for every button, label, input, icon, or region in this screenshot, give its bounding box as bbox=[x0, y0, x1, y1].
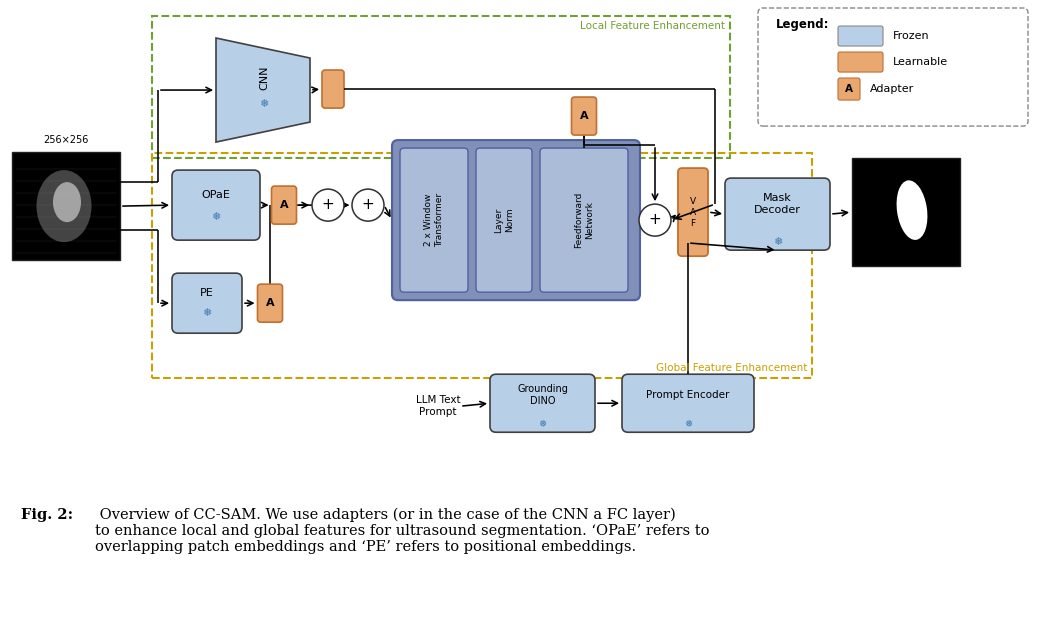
Text: Frozen: Frozen bbox=[893, 31, 929, 41]
Text: Mask
Decoder: Mask Decoder bbox=[754, 193, 801, 215]
Text: Global Feature Enhancement: Global Feature Enhancement bbox=[656, 363, 807, 373]
Text: Overview of CC-SAM. We use adapters (or in the case of the CNN a FC layer)
to en: Overview of CC-SAM. We use adapters (or … bbox=[95, 508, 710, 555]
Bar bbox=[852, 158, 960, 266]
Ellipse shape bbox=[897, 180, 927, 240]
Circle shape bbox=[639, 204, 671, 236]
Text: A: A bbox=[845, 84, 853, 94]
FancyBboxPatch shape bbox=[172, 170, 260, 240]
Text: ❅: ❅ bbox=[539, 419, 547, 429]
Text: A: A bbox=[579, 111, 589, 121]
Circle shape bbox=[312, 189, 345, 221]
FancyBboxPatch shape bbox=[571, 97, 596, 135]
FancyBboxPatch shape bbox=[271, 186, 296, 224]
Text: Adapter: Adapter bbox=[870, 84, 915, 94]
Ellipse shape bbox=[53, 182, 81, 222]
FancyBboxPatch shape bbox=[622, 374, 754, 432]
Bar bbox=[152, 153, 812, 378]
FancyBboxPatch shape bbox=[838, 26, 883, 46]
Text: ❅: ❅ bbox=[684, 419, 692, 429]
Text: A: A bbox=[280, 200, 288, 210]
Text: Grounding
DINO: Grounding DINO bbox=[517, 384, 568, 406]
FancyBboxPatch shape bbox=[400, 148, 468, 292]
Text: Learnable: Learnable bbox=[893, 57, 948, 67]
Polygon shape bbox=[216, 38, 310, 142]
Text: Layer
Norm: Layer Norm bbox=[494, 207, 514, 233]
Text: ❅: ❅ bbox=[203, 308, 212, 318]
Text: LLM Text
Prompt: LLM Text Prompt bbox=[416, 396, 460, 417]
Text: A: A bbox=[265, 298, 275, 308]
FancyBboxPatch shape bbox=[490, 374, 595, 432]
Bar bbox=[11, 152, 120, 260]
Text: +: + bbox=[361, 197, 375, 212]
FancyBboxPatch shape bbox=[838, 52, 883, 72]
FancyBboxPatch shape bbox=[258, 284, 283, 322]
FancyBboxPatch shape bbox=[172, 273, 242, 333]
FancyBboxPatch shape bbox=[392, 140, 640, 300]
Circle shape bbox=[352, 189, 384, 221]
Text: +: + bbox=[648, 212, 662, 227]
Text: Fig. 2:: Fig. 2: bbox=[21, 508, 73, 521]
FancyBboxPatch shape bbox=[540, 148, 628, 292]
FancyBboxPatch shape bbox=[758, 8, 1028, 126]
Text: CNN: CNN bbox=[259, 66, 269, 90]
Bar bbox=[152, 16, 730, 158]
Text: Legend:: Legend: bbox=[776, 18, 830, 31]
FancyBboxPatch shape bbox=[678, 168, 708, 256]
Text: Feedforward
Network: Feedforward Network bbox=[574, 192, 594, 249]
Text: 2 x Window
Transformer: 2 x Window Transformer bbox=[424, 193, 444, 247]
Text: PE: PE bbox=[200, 288, 214, 298]
Text: +: + bbox=[322, 197, 334, 212]
FancyBboxPatch shape bbox=[838, 78, 860, 100]
Text: V
A
F: V A F bbox=[690, 197, 696, 228]
FancyBboxPatch shape bbox=[476, 148, 532, 292]
Text: 256×256: 256×256 bbox=[43, 135, 89, 145]
Ellipse shape bbox=[37, 170, 92, 242]
Text: Prompt Encoder: Prompt Encoder bbox=[646, 390, 730, 400]
FancyBboxPatch shape bbox=[725, 178, 830, 250]
Text: ❅: ❅ bbox=[211, 212, 220, 222]
Text: ❅: ❅ bbox=[259, 99, 268, 109]
Text: Local Feature Enhancement: Local Feature Enhancement bbox=[580, 21, 725, 31]
Text: ❅: ❅ bbox=[773, 237, 782, 247]
FancyBboxPatch shape bbox=[322, 70, 345, 108]
Text: OPaE: OPaE bbox=[201, 190, 231, 200]
